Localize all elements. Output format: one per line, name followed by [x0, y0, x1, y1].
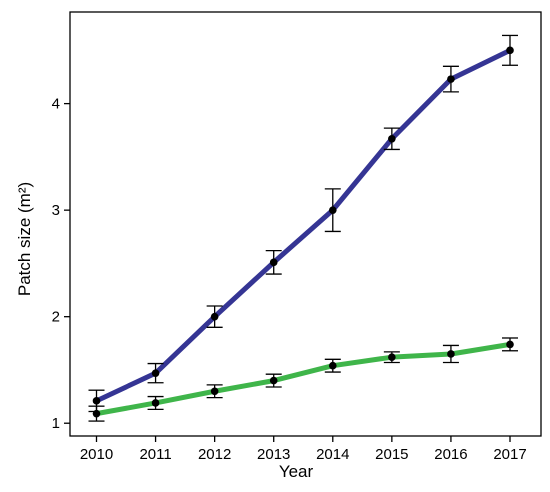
axes: 2010 2011 2012 2013 2014 2015 2016 2017 1 2 3 4 [52, 11, 542, 463]
y-tick-label: 2 [52, 309, 60, 326]
x-tick-label: 2011 [139, 446, 171, 463]
x-tick-label: 2015 [375, 446, 408, 463]
data-point [151, 399, 160, 407]
x-tick-label: 2012 [198, 446, 231, 463]
x-tick-label: 2010 [80, 446, 113, 463]
y-axis-title: Patch size (m²) [15, 182, 34, 296]
x-tick-label: 2013 [257, 446, 290, 463]
data-point [506, 46, 514, 55]
x-tick-label: 2016 [434, 446, 467, 463]
plot-frame [69, 11, 542, 437]
series-1 [88, 34, 518, 413]
series-layer [88, 34, 518, 422]
data-point [92, 409, 101, 418]
data-point [92, 397, 101, 405]
data-point [328, 361, 337, 370]
data-point [388, 134, 396, 143]
data-point [506, 340, 514, 349]
y-tick-label: 4 [52, 96, 60, 113]
axis-labels: Year Patch size (m²) [15, 182, 314, 481]
y-tick-label: 1 [52, 415, 60, 432]
data-point [447, 350, 455, 358]
data-point [210, 312, 219, 321]
x-tick-label: 2017 [493, 446, 526, 463]
data-point [388, 353, 396, 361]
y-tick-label: 3 [52, 202, 60, 219]
data-point [269, 376, 278, 385]
series-2 [88, 337, 518, 422]
data-point [210, 387, 219, 396]
series-line [96, 341, 511, 417]
data-point [269, 258, 278, 267]
data-point [151, 369, 160, 377]
x-axis-title: Year [279, 462, 314, 481]
data-point [447, 75, 455, 83]
series-line [95, 48, 512, 404]
data-point [328, 206, 337, 214]
x-tick-label: 2014 [316, 446, 349, 463]
